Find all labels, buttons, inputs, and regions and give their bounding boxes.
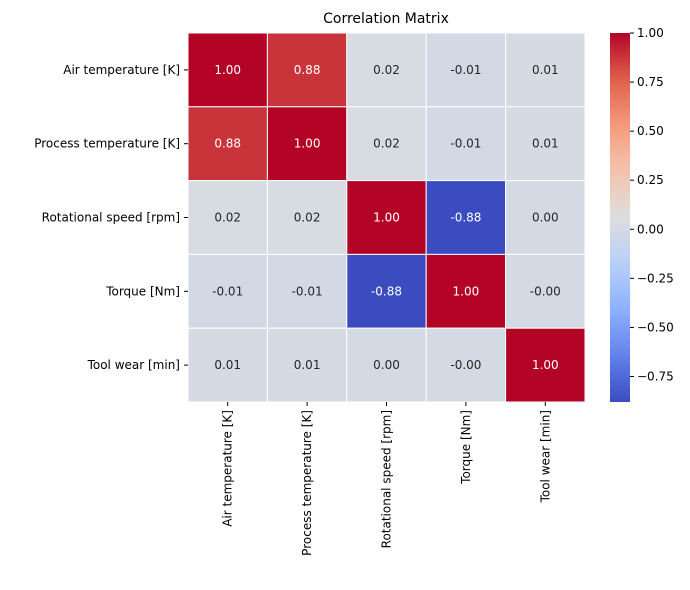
- heatmap-cell-r3-c2: [346, 253, 427, 329]
- heatmap-cell-r0-c3: [425, 32, 507, 108]
- heatmap-cell-r4-c1: [266, 327, 348, 403]
- heatmap-cell-r3-c3: [425, 253, 507, 329]
- chart-title: Correlation Matrix: [323, 11, 449, 27]
- x-tick-label: Air temperature [K]: [221, 410, 235, 527]
- cell-annotation-r3-c1: -0.01: [292, 284, 323, 298]
- y-tick-label: Tool wear [min]: [87, 358, 180, 372]
- heatmap-cell-r2-c3: [425, 180, 507, 255]
- cell-annotation-r4-c2: 0.00: [373, 358, 400, 372]
- cell-annotation-r3-c3: 1.00: [453, 284, 480, 298]
- colorbar-tick-label: −0.75: [637, 369, 674, 383]
- heatmap-cell-r4-c2: [346, 327, 427, 403]
- cell-annotation-r2-c0: 0.02: [214, 211, 241, 225]
- row-labels: Air temperature [K] Process temperature […: [34, 63, 188, 372]
- heatmap-cell-r0-c4: [505, 32, 586, 108]
- heatmap-cell-r4-c0: [187, 327, 268, 403]
- heatmap-cell-r0-c1: [266, 32, 348, 108]
- colorbar-tick-label: −0.50: [637, 320, 674, 334]
- cell-annotation-r0-c1: 0.88: [294, 63, 321, 77]
- column-labels: Air temperature [K] Process temperature […: [221, 402, 552, 556]
- cell-annotation-r3-c2: -0.88: [371, 284, 402, 298]
- x-tick-label: Process temperature [K]: [300, 410, 314, 556]
- cell-annotation-r4-c0: 0.01: [214, 358, 241, 372]
- cell-annotation-r1-c1: 1.00: [294, 137, 321, 151]
- heatmap-cell-r0-c2: [346, 32, 427, 108]
- heatmap-cell-r2-c1: [266, 180, 348, 255]
- heatmap-cell-r1-c4: [505, 106, 586, 182]
- heatmap-cell-r0-c0: [187, 32, 268, 108]
- colorbar-tick-label: 0.75: [637, 75, 664, 89]
- cell-annotation-r1-c4: 0.01: [532, 137, 559, 151]
- cell-annotation-r3-c4: -0.00: [530, 284, 561, 298]
- colorbar-tick-label: 0.50: [637, 124, 664, 138]
- cell-annotation-r2-c1: 0.02: [294, 211, 321, 225]
- cell-annotation-r4-c3: -0.00: [450, 358, 481, 372]
- y-tick-label: Rotational speed [rpm]: [42, 211, 180, 225]
- colorbar-ticks: 1.00 0.75 0.50 0.25 0.00 −0.25 −0.50 −0.75: [630, 26, 674, 383]
- cell-annotation-r4-c1: 0.01: [294, 358, 321, 372]
- heatmap-cell-r3-c4: [505, 253, 586, 329]
- colorbar-tick-label: −0.25: [637, 271, 674, 285]
- cell-annotation-r2-c2: 1.00: [373, 211, 400, 225]
- colorbar-tick-label: 0.00: [637, 222, 664, 236]
- colorbar-tick-label: 1.00: [637, 26, 664, 40]
- heatmap-cell-r2-c2: [346, 180, 427, 255]
- cell-annotation-r0-c3: -0.01: [450, 63, 481, 77]
- cell-annotation-r3-c0: -0.01: [212, 284, 243, 298]
- x-tick-label: Tool wear [min]: [538, 410, 552, 503]
- cell-annotation-r0-c4: 0.01: [532, 63, 559, 77]
- cell-annotation-r2-c4: 0.00: [532, 211, 559, 225]
- cell-annotation-r4-c4: 1.00: [532, 358, 559, 372]
- colorbar: [610, 33, 630, 402]
- heatmap-cells: 1.00 0.88 0.02 -0.01 0.01 0.88 1.00 0.02 -0.01 0.…: [187, 32, 586, 403]
- heatmap-cell-r1-c2: [346, 106, 427, 182]
- colorbar-tick-label: 0.25: [637, 173, 664, 187]
- y-tick-label: Process temperature [K]: [34, 137, 180, 151]
- cell-annotation-r1-c2: 0.02: [373, 137, 400, 151]
- cell-annotation-r0-c2: 0.02: [373, 63, 400, 77]
- x-tick-label: Torque [Nm]: [459, 410, 473, 485]
- cell-annotation-r0-c0: 1.00: [214, 63, 241, 77]
- cell-annotation-r1-c3: -0.01: [450, 137, 481, 151]
- y-tick-label: Torque [Nm]: [105, 284, 180, 298]
- cell-annotation-r2-c3: -0.88: [450, 211, 481, 225]
- heatmap-cell-r3-c1: [266, 253, 348, 329]
- heatmap-cell-r4-c4: [505, 327, 586, 403]
- heatmap-cell-r2-c4: [505, 180, 586, 255]
- x-tick-label: Rotational speed [rpm]: [380, 410, 394, 548]
- heatmap-cell-r1-c0: [187, 106, 268, 182]
- cell-annotation-r1-c0: 0.88: [214, 137, 241, 151]
- y-tick-label: Air temperature [K]: [63, 63, 180, 77]
